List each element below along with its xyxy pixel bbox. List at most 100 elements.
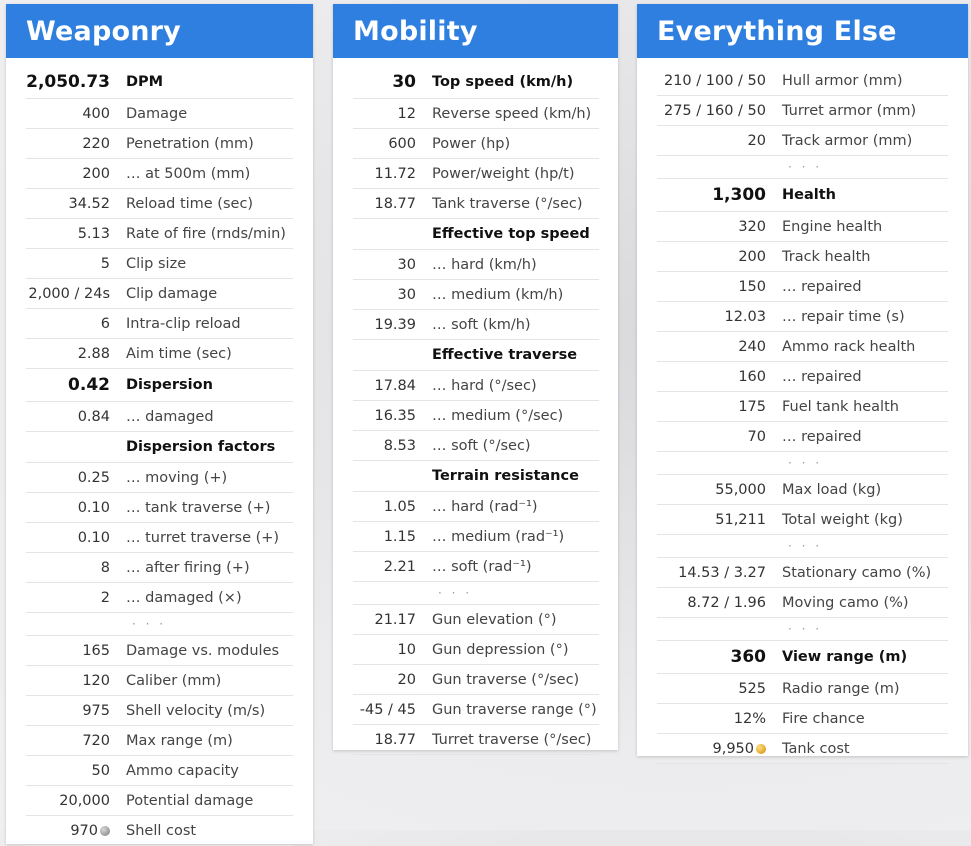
stat-value-with-icon: 970: [26, 823, 110, 839]
stat-label: Engine health: [782, 218, 883, 235]
stat-row: 8.72 / 1.96 Moving camo (%): [657, 588, 948, 618]
stat-label: … damaged: [126, 408, 214, 425]
stat-label: … medium (km/h): [432, 286, 564, 303]
stat-row: 400 Damage: [26, 99, 293, 129]
stat-label: Track health: [782, 248, 871, 265]
section-heading: Effective top speed: [353, 219, 599, 250]
stat-value: 16.35: [374, 407, 416, 424]
gold-coin-icon: [756, 743, 766, 754]
stat-row: 0.25 … moving (+): [26, 463, 293, 493]
stat-label: Top speed (km/h): [432, 74, 574, 90]
stat-label: Tank traverse (°/sec): [432, 195, 583, 212]
stat-value: 55,000: [715, 481, 766, 498]
more-ellipsis[interactable]: · · ·: [353, 582, 599, 605]
stat-value: 160: [738, 368, 766, 385]
stat-label: Aim time (sec): [126, 345, 232, 362]
more-ellipsis[interactable]: · · ·: [26, 613, 293, 636]
stat-value: 0.42: [68, 375, 110, 395]
stat-row: 975 Shell velocity (m/s): [26, 696, 293, 726]
stat-label: … tank traverse (+): [126, 499, 271, 516]
stat-value: 525: [738, 680, 766, 697]
stat-label: Gun traverse (°/sec): [432, 671, 580, 688]
stat-value: 1,300: [712, 185, 766, 205]
stat-label: View range (m): [782, 649, 908, 665]
stat-row: 120 Caliber (mm): [26, 666, 293, 696]
stat-value: 5.13: [77, 225, 110, 242]
stat-label: … turret traverse (+): [126, 529, 280, 546]
stat-row: 210 / 100 / 50 Hull armor (mm): [657, 66, 948, 96]
stat-value: 0.10: [77, 499, 110, 516]
stat-row: 220 Penetration (mm): [26, 129, 293, 159]
stat-label: Reload time (sec): [126, 195, 254, 212]
more-ellipsis[interactable]: · · ·: [657, 452, 948, 475]
stat-value: 19.39: [374, 316, 416, 333]
stat-row-primary: 0.42 Dispersion: [26, 369, 293, 402]
stat-label: · · ·: [788, 160, 823, 174]
stat-label: … at 500m (mm): [126, 165, 251, 182]
stat-label: Stationary camo (%): [782, 564, 932, 581]
more-ellipsis[interactable]: · · ·: [657, 535, 948, 558]
stat-value: 275 / 160 / 50: [663, 102, 766, 119]
stat-value: 11.72: [374, 165, 416, 182]
stat-label: Max load (kg): [782, 481, 882, 498]
stat-row: 10 Gun depression (°): [353, 635, 599, 665]
stat-row: 160 … repaired: [657, 362, 948, 392]
stat-row: 21.17 Gun elevation (°): [353, 605, 599, 635]
stat-row: 5.13 Rate of fire (rnds/min): [26, 219, 293, 249]
stat-row: 12.03 … repair time (s): [657, 302, 948, 332]
stat-value: 50: [91, 762, 110, 779]
stat-row: 18.77 Tank traverse (°/sec): [353, 189, 599, 219]
stat-label: Max range (m): [126, 732, 233, 749]
stat-label: Hull armor (mm): [782, 72, 903, 89]
stat-value: 51,211: [715, 511, 766, 528]
stat-row: 6 Intra-clip reload: [26, 309, 293, 339]
stat-value-with-icon: 9,950: [657, 741, 766, 757]
stat-label: Moving camo (%): [782, 594, 909, 611]
stat-label: … medium (rad⁻¹): [432, 528, 565, 545]
more-ellipsis[interactable]: · · ·: [657, 618, 948, 641]
stat-label: Shell velocity (m/s): [126, 702, 266, 719]
stat-label: … repaired: [782, 278, 862, 295]
stat-value: 30: [392, 72, 416, 92]
stat-row: 2.88 Aim time (sec): [26, 339, 293, 369]
stat-label: … repaired: [782, 428, 862, 445]
stat-row: 1.05 … hard (rad⁻¹): [353, 492, 599, 522]
stat-value: 12.03: [724, 308, 766, 325]
stat-value: 21.17: [374, 611, 416, 628]
stat-row: 240 Ammo rack health: [657, 332, 948, 362]
stat-value: 14.53 / 3.27: [678, 564, 766, 581]
stat-row: 20 Track armor (mm): [657, 126, 948, 156]
stat-label: … moving (+): [126, 469, 228, 486]
weaponry-title: Weaponry: [6, 4, 313, 58]
stat-label: Caliber (mm): [126, 672, 222, 689]
stat-label: Fuel tank health: [782, 398, 899, 415]
stat-row: 34.52 Reload time (sec): [26, 189, 293, 219]
stat-value: 210 / 100 / 50: [663, 72, 766, 89]
stat-value: 2,050.73: [26, 72, 110, 92]
stat-value: 600: [388, 135, 416, 152]
stat-row: 0.84 … damaged: [26, 402, 293, 432]
stat-value: 6: [100, 315, 110, 332]
stat-row: 30 … medium (km/h): [353, 280, 599, 310]
stat-row: 165 Damage vs. modules: [26, 636, 293, 666]
stat-label: · · ·: [132, 617, 167, 631]
stat-row-primary: 1,300 Health: [657, 179, 948, 212]
stat-row: 0.10 … tank traverse (+): [26, 493, 293, 523]
stat-row: -45 / 45 Gun traverse range (°): [353, 695, 599, 725]
stat-label: · · ·: [438, 586, 473, 600]
stat-row-primary: 30 Top speed (km/h): [353, 66, 599, 99]
stat-value: 2.21: [383, 558, 416, 575]
stat-label: · · ·: [788, 539, 823, 553]
stat-value: 0.10: [77, 529, 110, 546]
stat-label: Ammo capacity: [126, 762, 239, 779]
stat-label: · · ·: [788, 456, 823, 470]
stat-label: Penetration (mm): [126, 135, 254, 152]
stat-label: Turret traverse (°/sec): [432, 731, 592, 748]
stat-label: Dispersion: [126, 377, 213, 393]
mobility-panel: Mobility 30 Top speed (km/h) 12 Reverse spe…: [333, 4, 618, 755]
stat-value: 400: [82, 105, 110, 122]
everything-else-stat-list: 210 / 100 / 50 Hull armor (mm) 275 / 160 /…: [637, 58, 968, 764]
stat-label: … medium (°/sec): [432, 407, 564, 424]
stat-row: 18.77 Turret traverse (°/sec): [353, 725, 599, 755]
more-ellipsis[interactable]: · · ·: [657, 156, 948, 179]
